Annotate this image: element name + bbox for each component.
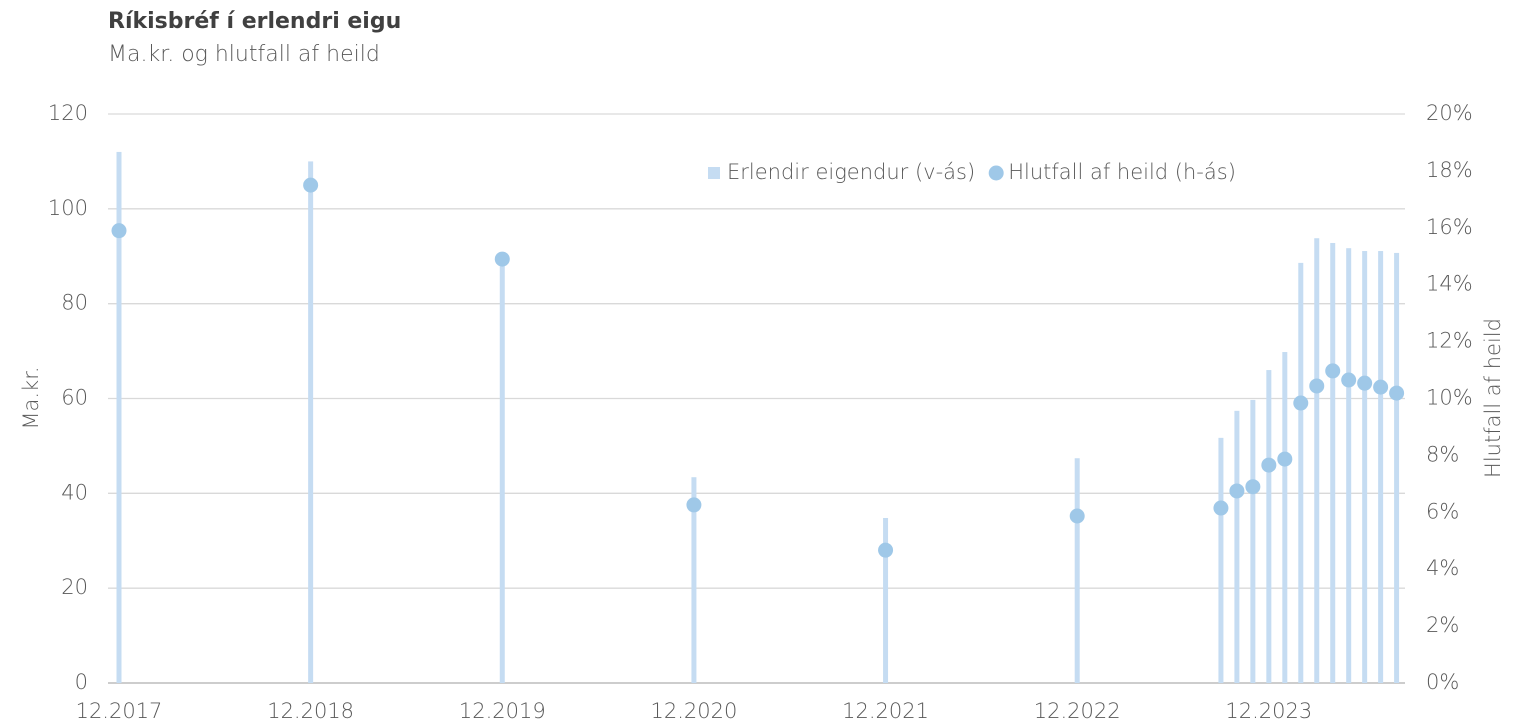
x-tick-label: 12.2022 <box>1034 699 1121 723</box>
dot <box>1341 372 1357 388</box>
dot <box>1069 508 1085 524</box>
dot <box>878 542 894 558</box>
dot <box>1389 385 1405 401</box>
dot <box>1229 483 1245 499</box>
dot <box>303 177 319 193</box>
x-tick-label: 12.2023 <box>1225 699 1312 723</box>
bar <box>1394 252 1400 683</box>
dot <box>1261 457 1277 473</box>
bar <box>1314 238 1320 683</box>
y-tick-label: 60 <box>61 386 88 410</box>
chart-title: Ríkisbréf í erlendri eigu <box>108 9 401 34</box>
x-tick-label: 12.2021 <box>842 699 929 723</box>
dot <box>1245 479 1261 495</box>
y2-axis-title: Hlutfall af heild <box>1481 318 1505 478</box>
y-tick-label: 20 <box>61 575 88 599</box>
dot <box>686 497 702 513</box>
x-tick-label: 12.2017 <box>76 699 163 723</box>
dot <box>1213 500 1229 516</box>
x-tick-label: 12.2019 <box>459 699 546 723</box>
bar <box>883 517 889 683</box>
y-tick-label: 100 <box>48 196 88 220</box>
bar <box>1378 251 1384 683</box>
bar <box>1074 458 1080 683</box>
dot <box>1309 378 1325 394</box>
bar <box>499 256 505 683</box>
bar <box>116 151 122 683</box>
x-tick-label: 12.2018 <box>267 699 354 723</box>
y-tick-label: 80 <box>61 291 88 315</box>
dot <box>1373 379 1389 395</box>
dot <box>1357 375 1373 391</box>
legend-swatch <box>708 167 720 179</box>
y2-tick-label: 16% <box>1426 215 1473 239</box>
bar <box>1266 370 1272 683</box>
y-axis-title: Ma.kr. <box>19 366 43 429</box>
legend-label: Hlutfall af heild (h-ás) <box>1008 160 1236 184</box>
y2-tick-label: 20% <box>1426 101 1473 125</box>
y2-tick-label: 18% <box>1426 158 1473 182</box>
y2-tick-label: 0% <box>1426 670 1459 694</box>
bar <box>1218 437 1224 683</box>
bar <box>308 161 314 683</box>
y2-tick-label: 14% <box>1426 272 1473 296</box>
bar <box>691 477 697 683</box>
y2-tick-label: 8% <box>1426 442 1459 466</box>
y-tick-label: 120 <box>48 101 88 125</box>
y2-tick-label: 4% <box>1426 556 1459 580</box>
dot <box>111 223 127 239</box>
bar <box>1346 248 1352 684</box>
y2-tick-label: 2% <box>1426 613 1459 637</box>
y-tick-label: 0 <box>75 670 88 694</box>
chart-subtitle: Ma.kr. og hlutfall af heild <box>108 42 380 67</box>
bar <box>1282 352 1288 683</box>
dot <box>1325 363 1341 379</box>
dot <box>1277 451 1293 467</box>
y2-tick-label: 12% <box>1426 329 1473 353</box>
dot <box>1293 395 1309 411</box>
bar <box>1362 251 1368 683</box>
bar <box>1298 262 1304 683</box>
y2-tick-label: 10% <box>1426 386 1473 410</box>
bar <box>1234 410 1240 683</box>
dot <box>494 251 510 267</box>
legend-swatch <box>988 165 1004 181</box>
y-tick-label: 40 <box>61 480 88 504</box>
x-tick-label: 12.2020 <box>650 699 737 723</box>
legend-label: Erlendir eigendur (v-ás) <box>727 160 975 184</box>
bar <box>1250 399 1256 683</box>
y2-tick-label: 6% <box>1426 499 1459 523</box>
bar <box>1330 242 1336 683</box>
